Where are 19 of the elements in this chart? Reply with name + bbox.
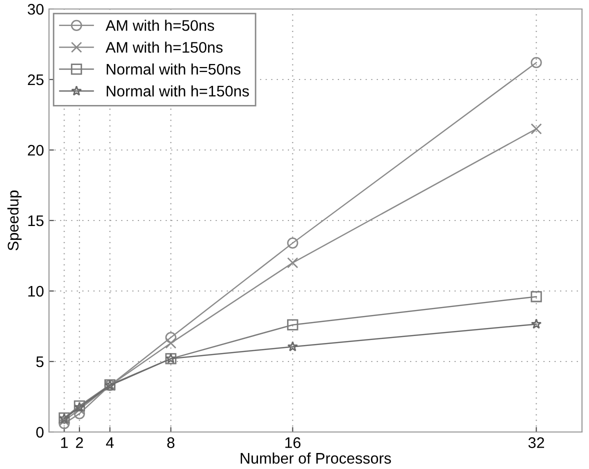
y-axis-title: Speedup <box>7 190 22 250</box>
x-tick-label: 32 <box>528 437 544 448</box>
x-tick-label: 2 <box>76 437 83 448</box>
x-tick-label: 4 <box>106 437 114 448</box>
y-tick-label: 5 <box>36 356 44 368</box>
legend-label: AM with h=150ns <box>106 42 223 53</box>
x-axis-title: Number of Processors <box>240 452 391 464</box>
y-tick-label: 15 <box>28 216 44 226</box>
x-tick-label: 8 <box>167 437 174 448</box>
x-tick-label: 16 <box>285 437 300 448</box>
legend-label: AM with h=50ns <box>106 20 214 31</box>
y-tick-label: 30 <box>28 4 44 15</box>
y-tick-label: 10 <box>28 286 44 297</box>
y-tick-label: 0 <box>36 426 44 438</box>
x-tick-label: 1 <box>61 437 68 448</box>
legend-label: Normal with h=150ns <box>106 85 249 97</box>
y-tick-label: 20 <box>28 144 44 156</box>
legend-label: Normal with h=50ns <box>106 63 240 75</box>
y-tick-label: 25 <box>28 74 44 86</box>
